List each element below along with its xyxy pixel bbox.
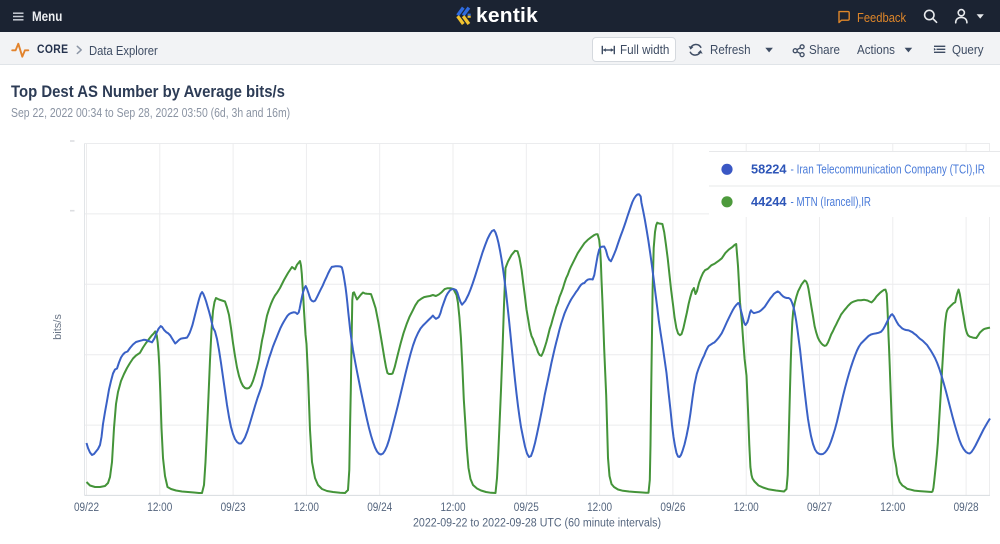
svg-text:12:00: 12:00: [147, 502, 172, 514]
svg-text:44244: 44244: [751, 195, 787, 209]
svg-text:- MTN (Irancell),IR: - MTN (Irancell),IR: [791, 195, 872, 209]
svg-text:12:00: 12:00: [734, 502, 759, 514]
svg-text:58224: 58224: [751, 162, 787, 176]
svg-text:2022-09-22 to 2022-09-28 UTC (: 2022-09-22 to 2022-09-28 UTC (60 minute …: [413, 518, 661, 530]
svg-text:12:00: 12:00: [880, 502, 905, 514]
svg-text:- Iran Telecommunication Compa: - Iran Telecommunication Company (TCI),I…: [791, 162, 986, 176]
svg-text:09/23: 09/23: [221, 502, 246, 514]
svg-text:12:00: 12:00: [294, 502, 319, 514]
svg-text:09/24: 09/24: [367, 502, 393, 514]
svg-text:bits/s: bits/s: [52, 314, 64, 340]
svg-text:09/22: 09/22: [74, 502, 99, 514]
svg-text:09/26: 09/26: [660, 502, 685, 514]
svg-text:09/25: 09/25: [514, 502, 539, 514]
svg-text:09/28: 09/28: [954, 502, 979, 514]
svg-text:12:00: 12:00: [587, 502, 612, 514]
svg-text:09/27: 09/27: [807, 502, 832, 514]
svg-text:12:00: 12:00: [441, 502, 466, 514]
